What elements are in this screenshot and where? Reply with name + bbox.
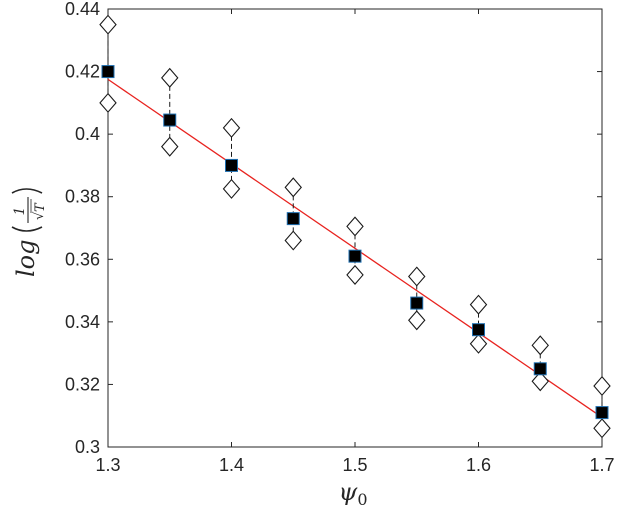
data-point (533, 362, 547, 376)
data-point (595, 406, 609, 420)
error-cap-upper (593, 375, 611, 397)
error-cap-upper (469, 294, 488, 315)
y-tick-label: 0.36 (65, 249, 100, 269)
error-cap-lower (408, 310, 426, 331)
error-cap-lower (161, 136, 179, 157)
fit-line (107, 78, 603, 418)
error-cap-lower (346, 264, 364, 285)
error-cap-upper (161, 67, 179, 88)
data-point (225, 158, 238, 172)
y-tick-label: 0.42 (65, 62, 100, 82)
y-tick-label: 0.44 (65, 0, 100, 19)
data-point (348, 249, 362, 263)
error-cap-lower (284, 230, 302, 251)
axis-labels-layer: ψ0 log 1 √ T (11, 188, 368, 509)
x-tick-label: 1.3 (95, 455, 120, 475)
data-point (472, 323, 485, 337)
data-point (163, 113, 177, 127)
markers-layer (101, 65, 609, 420)
error-cap-upper (531, 335, 549, 356)
error-cap-upper (284, 177, 302, 198)
y-tick-label: 0.4 (75, 124, 100, 144)
error-cap-lower (222, 178, 241, 199)
data-point (286, 212, 300, 226)
axes (107, 8, 603, 448)
x-tick-label: 1.4 (219, 455, 244, 475)
error-cap-upper (99, 14, 117, 35)
svg-text:log: log (12, 240, 40, 278)
x-tick-label: 1.6 (466, 455, 491, 475)
error-cap-lower (593, 418, 611, 439)
tick-labels-layer: 1.3 1.4 1.5 1.6 1.7 0.3 0.32 0.34 0.36 0.38 0.4 0.4… (65, 0, 615, 475)
svg-text:T: T (33, 202, 48, 212)
error-cap-upper (222, 117, 241, 138)
error-cap-lower (531, 371, 549, 392)
error-cap-upper (408, 266, 426, 287)
error-cap-lower (99, 92, 117, 113)
svg-text:1: 1 (12, 207, 28, 216)
y-tick-label: 0.34 (65, 312, 100, 332)
svg-text:√: √ (32, 211, 47, 220)
data-point (410, 296, 424, 310)
y-tick-label: 0.38 (65, 187, 100, 207)
error-bars-layer (99, 14, 611, 439)
x-tick-label: 1.5 (342, 455, 367, 475)
y-tick-label: 0.3 (75, 437, 100, 457)
y-tick-label: 0.32 (65, 374, 100, 394)
y-axis-label: log 1 √ T (11, 188, 48, 278)
data-point (101, 65, 115, 79)
fit-line-layer (107, 78, 603, 418)
x-tick-label: 1.7 (589, 455, 614, 475)
error-cap-upper (346, 216, 364, 237)
x-axis-label: ψ0 (338, 478, 367, 509)
error-cap-lower (469, 333, 488, 354)
